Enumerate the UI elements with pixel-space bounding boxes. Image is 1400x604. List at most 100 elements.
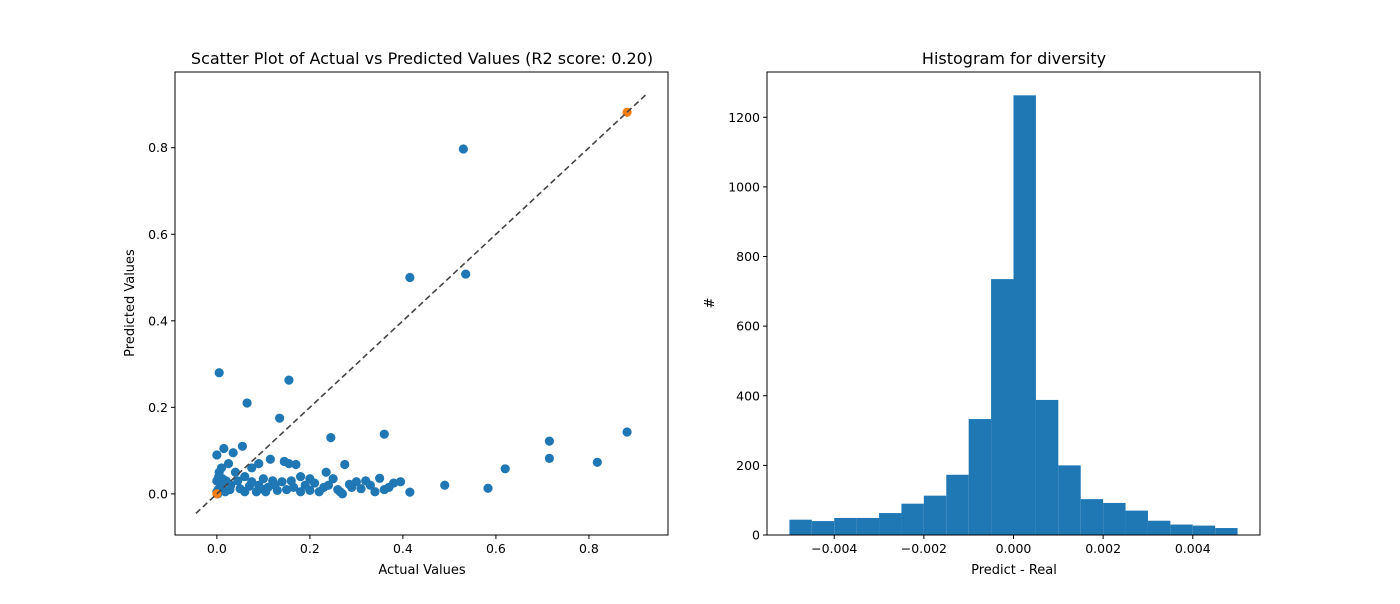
scatter-plot-frame <box>174 71 669 536</box>
scatter-point <box>622 427 632 437</box>
scatter-point <box>265 454 275 464</box>
scatter-point <box>483 483 493 493</box>
scatter-point <box>461 269 471 279</box>
scatter-point <box>258 474 268 484</box>
scatter-point <box>295 487 306 497</box>
scatter-point <box>340 459 350 470</box>
x-tick-label: 0.8 <box>579 541 599 556</box>
y-tick-label: 200 <box>736 458 760 473</box>
x-tick-label: −0.004 <box>811 541 857 556</box>
scatter-point <box>326 433 336 443</box>
scatter-point <box>254 459 264 469</box>
histogram-marks <box>789 95 1238 535</box>
scatter-x-axis-label: Actual Values <box>378 563 466 578</box>
scatter-point <box>275 413 285 423</box>
scatter-point <box>223 459 234 469</box>
scatter-point <box>592 457 602 467</box>
y-tick-label: 0 <box>752 528 760 543</box>
scatter-point <box>288 482 299 493</box>
scatter-point <box>395 477 406 487</box>
scatter-point <box>233 476 243 486</box>
histogram-bar <box>856 517 880 535</box>
x-tick-label: 0.002 <box>1085 541 1121 556</box>
y-tick-label: 1000 <box>728 179 760 194</box>
scatter-point <box>256 484 266 494</box>
scatter-point <box>240 471 250 482</box>
scatter-point <box>230 467 241 477</box>
scatter-point <box>384 482 394 493</box>
histogram-x-axis-label: Predict - Real <box>971 563 1057 578</box>
x-tick-label: 0.004 <box>1175 541 1211 556</box>
x-tick-label: 0.0 <box>207 541 227 556</box>
scatter-point <box>365 480 375 490</box>
scatter-point <box>295 471 306 482</box>
histogram-bar <box>991 279 1014 535</box>
histogram-bar <box>834 517 857 535</box>
histogram-bar <box>879 513 902 535</box>
scatter-point <box>247 463 257 473</box>
scatter-point <box>370 487 380 497</box>
histogram-y-axis-label: # <box>703 298 718 309</box>
scatter-point <box>356 484 366 494</box>
histogram-ticks: −0.004 −0.002 0.000 0.002 0.004 0 200 400 600 800… <box>728 110 1211 556</box>
histogram-bar <box>811 521 835 535</box>
scatter-point <box>219 443 229 454</box>
scatter-point <box>544 436 555 446</box>
y-tick-label: 0.6 <box>148 227 168 242</box>
scatter-point <box>214 368 224 378</box>
x-tick-label: 0.000 <box>996 541 1032 556</box>
y-tick-label: 600 <box>736 319 760 334</box>
scatter-panel: Scatter Plot of Actual vs Predicted Valu… <box>123 49 669 578</box>
scatter-y-axis-label: Predicted Values <box>123 249 138 357</box>
scatter-point <box>237 441 248 451</box>
scatter-point <box>375 473 385 483</box>
scatter-point <box>225 484 235 495</box>
scatter-point <box>279 456 289 467</box>
histogram-plot-frame <box>766 71 1261 536</box>
scatter-point <box>291 459 301 470</box>
histogram-bar <box>1080 499 1104 535</box>
scatter-point <box>270 480 280 490</box>
scatter-marks <box>195 93 648 514</box>
x-tick-label: 0.4 <box>393 541 413 556</box>
y-tick-label: 1200 <box>728 110 760 125</box>
histogram-bar <box>1103 502 1126 535</box>
scatter-point <box>405 487 415 497</box>
histogram-bar <box>968 419 992 535</box>
y-tick-label: 0.2 <box>148 400 168 415</box>
histogram-bar <box>901 503 924 535</box>
scatter-point <box>277 477 287 487</box>
histogram-bar <box>789 519 812 535</box>
histogram-bar <box>1013 95 1036 535</box>
histogram-bar <box>1170 524 1193 535</box>
scatter-point <box>305 485 315 496</box>
scatter-ticks: 0.0 0.2 0.4 0.6 0.8 0.0 0.2 0.4 0.6 0.8 <box>148 140 599 556</box>
y-tick-label: 0.8 <box>148 140 168 155</box>
scatter-point <box>344 479 355 489</box>
scatter-point <box>215 478 225 488</box>
histogram-bar <box>923 495 947 535</box>
histogram-panel: Histogram for diversity −0.004 −0.002 0.00… <box>703 49 1261 578</box>
histogram-bar <box>1058 465 1081 535</box>
scatter-point <box>335 487 345 497</box>
scatter-point <box>500 464 510 474</box>
y-tick-label: 400 <box>736 388 760 403</box>
x-tick-label: 0.2 <box>300 541 320 556</box>
scatter-point <box>240 487 250 497</box>
scatter-point <box>309 478 320 488</box>
x-tick-label: −0.002 <box>901 541 947 556</box>
scatter-point <box>284 375 294 385</box>
histogram-title: Histogram for diversity <box>922 49 1106 68</box>
y-tick-label: 0.4 <box>148 313 168 328</box>
scatter-point <box>321 467 331 477</box>
scatter-point <box>212 450 222 460</box>
histogram-bar <box>1215 528 1238 535</box>
histogram-bar <box>1035 399 1059 535</box>
scatter-point <box>458 144 468 154</box>
scatter-point <box>282 484 292 495</box>
y-tick-label: 800 <box>736 249 760 264</box>
histogram-bar <box>946 474 969 535</box>
scatter-point <box>228 448 238 458</box>
scatter-title: Scatter Plot of Actual vs Predicted Valu… <box>191 49 653 68</box>
